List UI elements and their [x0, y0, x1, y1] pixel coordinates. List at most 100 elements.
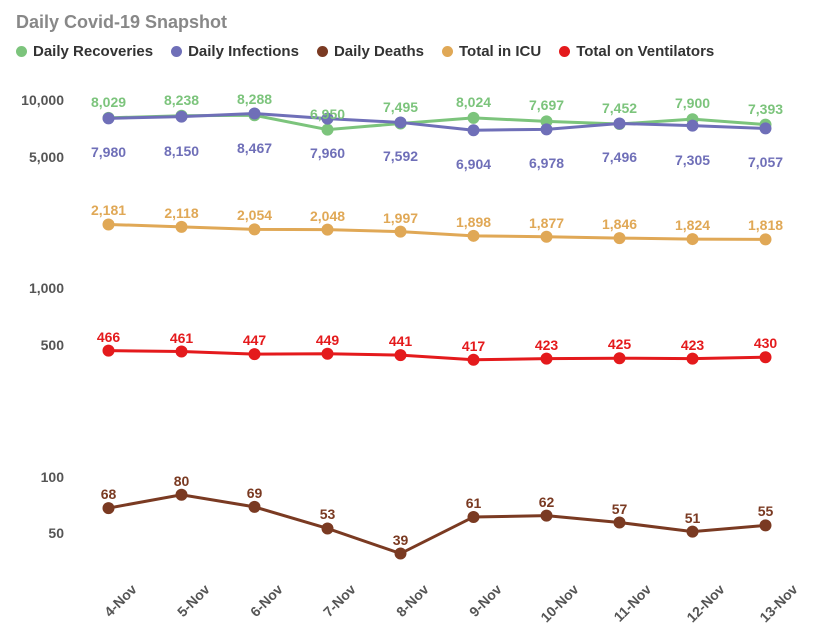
series-marker	[395, 548, 407, 560]
data-point-label: 1,818	[748, 217, 783, 233]
data-point-label: 1,824	[675, 217, 710, 233]
series-marker	[468, 112, 480, 124]
x-axis-tick-label: 7-Nov	[319, 581, 358, 620]
series-marker	[395, 349, 407, 361]
data-point-label: 7,305	[675, 152, 710, 168]
legend-item: Daily Infections	[171, 43, 299, 60]
data-point-label: 55	[758, 503, 774, 519]
data-point-label: 7,495	[383, 99, 418, 115]
data-point-label: 6,950	[310, 106, 345, 122]
data-point-label: 8,150	[164, 143, 199, 159]
legend: Daily Recoveries Daily Infections Daily De…	[16, 43, 804, 60]
data-point-label: 53	[320, 506, 336, 522]
x-axis-tick-label: 8-Nov	[392, 581, 431, 620]
series-marker	[468, 354, 480, 366]
series-marker	[687, 526, 699, 538]
data-point-label: 8,024	[456, 94, 491, 110]
x-axis-tick-label: 10-Nov	[537, 581, 581, 625]
data-point-label: 2,118	[164, 205, 198, 221]
data-point-label: 447	[243, 332, 266, 348]
legend-label: Total on Ventilators	[576, 43, 714, 60]
series-marker	[541, 231, 553, 243]
series-marker	[614, 232, 626, 244]
data-point-label: 2,054	[237, 207, 272, 223]
data-point-label: 62	[539, 494, 555, 510]
data-point-label: 7,393	[748, 101, 783, 117]
data-point-label: 466	[97, 329, 120, 345]
y-axis-tick-label: 500	[41, 337, 64, 353]
series-marker	[760, 233, 772, 245]
data-point-label: 7,592	[383, 148, 418, 164]
series-marker	[760, 519, 772, 531]
series-line	[109, 224, 766, 239]
x-axis-tick-label: 4-Nov	[100, 581, 139, 620]
x-axis-tick-label: 12-Nov	[683, 581, 727, 625]
data-point-label: 8,467	[237, 140, 272, 156]
data-point-label: 8,029	[91, 94, 126, 110]
series-marker	[176, 346, 188, 358]
legend-swatch	[442, 46, 453, 57]
legend-item: Daily Recoveries	[16, 43, 153, 60]
legend-swatch	[16, 46, 27, 57]
series-line	[109, 495, 766, 554]
legend-item: Total in ICU	[442, 43, 541, 60]
data-point-label: 449	[316, 332, 339, 348]
data-point-label: 6,978	[529, 155, 564, 171]
data-point-label: 8,238	[164, 92, 199, 108]
data-point-label: 425	[608, 336, 631, 352]
series-marker	[322, 124, 334, 136]
data-point-label: 7,496	[602, 149, 637, 165]
data-point-label: 1,846	[602, 216, 637, 232]
plot-area: 501005001,0005,00010,0004-Nov5-Nov6-Nov7…	[72, 85, 802, 575]
data-point-label: 51	[685, 510, 701, 526]
legend-label: Total in ICU	[459, 43, 541, 60]
data-point-label: 39	[393, 532, 409, 548]
legend-label: Daily Recoveries	[33, 43, 153, 60]
series-marker	[760, 122, 772, 134]
data-point-label: 80	[174, 473, 190, 489]
data-point-label: 61	[466, 495, 482, 511]
series-marker	[395, 226, 407, 238]
series-marker	[395, 116, 407, 128]
legend-swatch	[171, 46, 182, 57]
data-point-label: 7,960	[310, 145, 345, 161]
series-marker	[322, 348, 334, 360]
data-point-label: 430	[754, 335, 777, 351]
series-marker	[249, 501, 261, 513]
series-marker	[176, 489, 188, 501]
data-point-label: 7,980	[91, 144, 126, 160]
data-point-label: 441	[389, 333, 412, 349]
data-point-label: 2,048	[310, 208, 345, 224]
chart-title: Daily Covid-19 Snapshot	[16, 12, 804, 33]
series-marker	[541, 123, 553, 135]
chart-container: Daily Covid-19 Snapshot Daily Recoveries…	[0, 0, 820, 638]
data-point-label: 6,904	[456, 156, 491, 172]
x-axis-tick-label: 6-Nov	[246, 581, 285, 620]
data-point-label: 7,057	[748, 154, 783, 170]
data-point-label: 1,877	[529, 215, 564, 231]
series-marker	[322, 224, 334, 236]
data-point-label: 7,900	[675, 95, 710, 111]
y-axis-tick-label: 50	[48, 525, 64, 541]
series-marker	[176, 111, 188, 123]
data-point-label: 423	[681, 337, 704, 353]
series-marker	[103, 218, 115, 230]
data-point-label: 423	[535, 337, 558, 353]
legend-swatch	[559, 46, 570, 57]
series-marker	[103, 345, 115, 357]
data-point-label: 69	[247, 485, 263, 501]
series-marker	[614, 352, 626, 364]
y-axis-tick-label: 100	[41, 469, 64, 485]
data-point-label: 57	[612, 501, 628, 517]
series-marker	[249, 108, 261, 120]
series-marker	[687, 233, 699, 245]
series-marker	[541, 353, 553, 365]
legend-label: Daily Infections	[188, 43, 299, 60]
series-marker	[468, 230, 480, 242]
legend-swatch	[317, 46, 328, 57]
data-point-label: 7,697	[529, 97, 564, 113]
series-marker	[103, 112, 115, 124]
legend-item: Daily Deaths	[317, 43, 424, 60]
series-marker	[103, 502, 115, 514]
series-line	[109, 351, 766, 360]
